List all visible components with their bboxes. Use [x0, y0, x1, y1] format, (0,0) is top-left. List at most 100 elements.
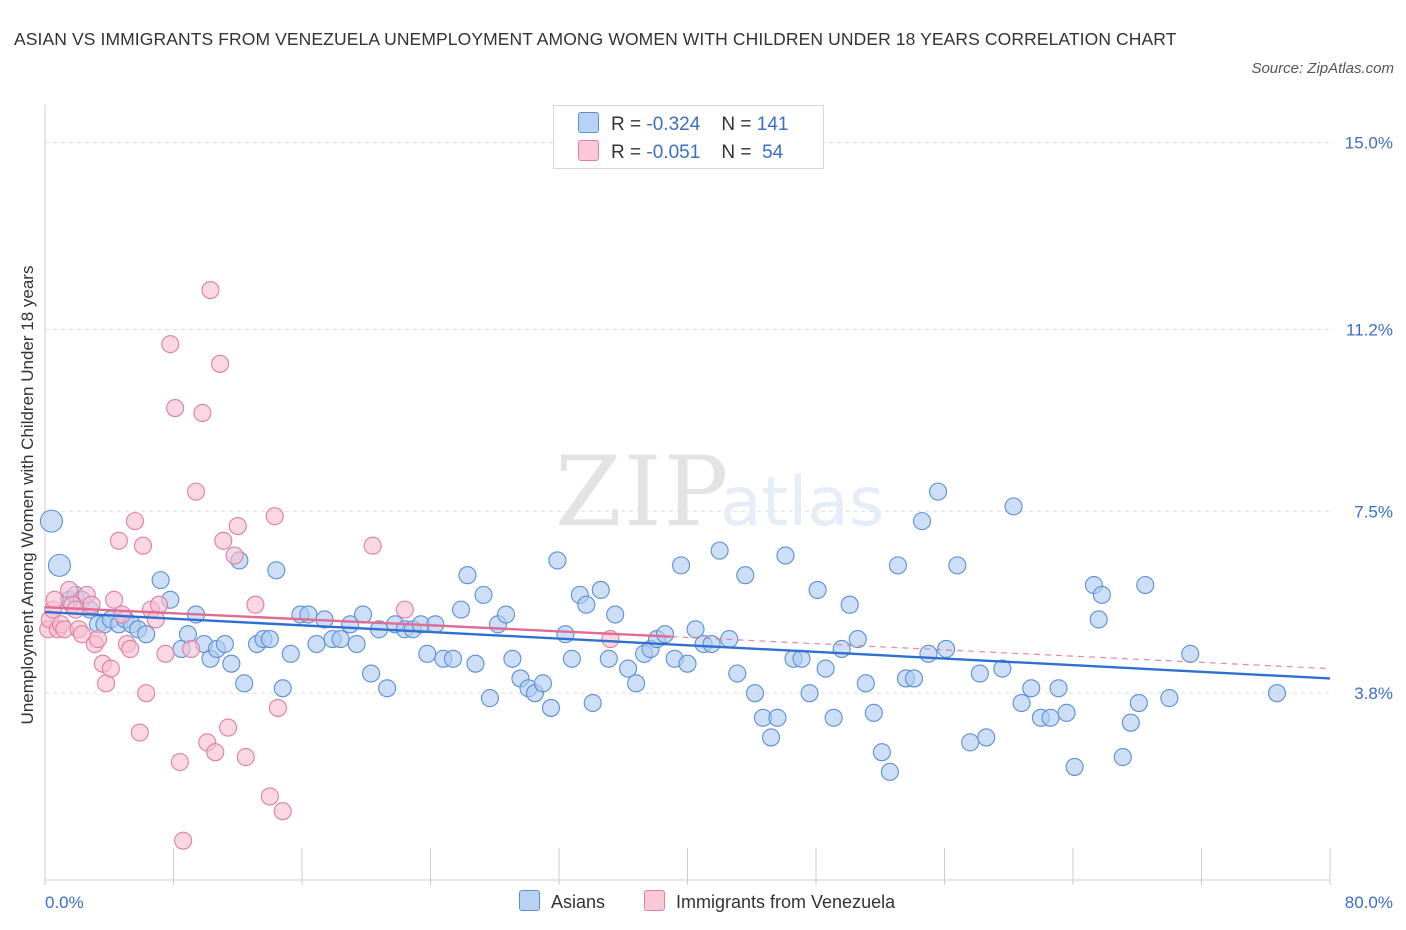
axis-labels: 3.8% 7.5% 11.2% 15.0% 0.0% 80.0% Unemployment …: [18, 134, 1393, 912]
asian-point: [562, 649, 581, 668]
venezuela-point: [363, 536, 382, 555]
asian-point: [912, 512, 932, 531]
asian-point: [273, 679, 292, 698]
venezuela-point: [166, 399, 185, 418]
venezuela-swatch: [644, 890, 665, 911]
asian-point: [970, 664, 989, 683]
x-tick-label: 80.0%: [1345, 893, 1393, 912]
venezuela-point: [45, 590, 64, 609]
asian-point: [1089, 610, 1108, 629]
asian-point: [260, 630, 279, 649]
asian-point: [702, 634, 721, 654]
asian-point: [824, 708, 843, 727]
venezuela-point: [156, 644, 175, 663]
asian-point: [267, 561, 286, 580]
legend-label: Immigrants from Venezuela: [676, 892, 896, 912]
y-tick-label: 3.8%: [1354, 684, 1393, 703]
venezuela-point: [109, 531, 128, 550]
asian-point: [627, 674, 646, 693]
legend-item-asians: Asians: [519, 890, 605, 913]
asian-point: [977, 728, 996, 747]
asian-point: [1129, 693, 1148, 713]
asian-point: [583, 693, 602, 713]
asian-point: [816, 659, 835, 678]
venezuela-point: [265, 507, 284, 526]
asian-point: [993, 659, 1012, 678]
asian-point: [215, 634, 234, 654]
asian-point: [235, 674, 254, 693]
asian-point: [1065, 757, 1084, 776]
asian-point: [919, 644, 938, 663]
asian-point: [888, 556, 907, 575]
gridlines: [45, 142, 1330, 694]
asian-point: [792, 649, 811, 668]
venezuela-point: [236, 748, 255, 767]
asian-point: [451, 600, 471, 619]
x-tick-label: 0.0%: [45, 893, 84, 912]
asians-swatch: [519, 890, 540, 911]
asian-point: [1181, 644, 1200, 663]
venezuela-point: [219, 718, 238, 737]
asian-point: [1121, 713, 1140, 732]
asian-point: [458, 566, 477, 585]
y-axis-title: Unemployment Among Women with Children U…: [18, 266, 37, 725]
asian-point: [672, 556, 691, 575]
y-tick-label: 11.2%: [1346, 320, 1393, 339]
asian-point: [503, 649, 522, 668]
venezuela-point: [88, 630, 108, 649]
asian-point: [151, 571, 170, 590]
asian-point: [47, 553, 72, 577]
asian-point: [443, 649, 463, 668]
asian-point: [937, 639, 956, 658]
n-label: N =: [721, 142, 752, 163]
asian-point: [1057, 703, 1076, 722]
r-label: R =: [611, 142, 642, 163]
asian-point: [378, 679, 397, 698]
asian-point: [1004, 497, 1023, 516]
r-value: -0.324: [646, 114, 701, 135]
venezuela-point: [193, 403, 212, 423]
venezuela-point: [149, 595, 169, 614]
chart-source: Source: ZipAtlas.com: [1251, 60, 1394, 77]
n-value: 54: [762, 142, 784, 163]
asians-trend-line: [44, 610, 1331, 680]
asian-point: [745, 684, 765, 703]
asian-point: [864, 703, 883, 722]
venezuela-point: [182, 639, 201, 658]
n-label: N =: [721, 114, 752, 135]
legend-row-asians: R = -0.324 N = 141: [578, 112, 788, 136]
asian-point: [178, 625, 198, 644]
venezuela-point: [121, 639, 140, 658]
legend-row-venezuela: R = -0.051 N = 54: [578, 140, 783, 164]
asian-point: [736, 566, 755, 585]
asian-point: [1160, 689, 1179, 708]
venezuela-swatch: [578, 140, 599, 161]
asian-point: [480, 689, 499, 708]
watermark-zip: ZIP: [555, 436, 730, 548]
venezuela-point: [161, 335, 180, 354]
venezuela-point: [113, 605, 132, 624]
venezuela-point: [105, 590, 124, 609]
venezuela-point: [125, 512, 144, 531]
asian-point: [880, 762, 899, 781]
asian-point: [710, 541, 729, 560]
asian-point: [39, 509, 63, 533]
asian-point: [619, 659, 638, 678]
asian-point: [347, 634, 366, 654]
asian-point: [1113, 748, 1132, 767]
asians-swatch: [578, 112, 599, 133]
asian-point: [1012, 693, 1031, 713]
asian-point: [281, 644, 300, 663]
asian-point: [1041, 708, 1060, 727]
trend-lines: [44, 605, 1331, 680]
venezuela-point: [211, 354, 230, 373]
axes: [44, 105, 1331, 885]
asian-point: [307, 634, 326, 654]
asian-point: [466, 654, 485, 673]
asian-point: [606, 605, 625, 624]
venezuela-point: [273, 802, 292, 821]
asian-point: [904, 669, 924, 688]
asian-point: [800, 684, 819, 703]
venezuela-point: [201, 281, 220, 300]
asian-point: [948, 556, 967, 575]
